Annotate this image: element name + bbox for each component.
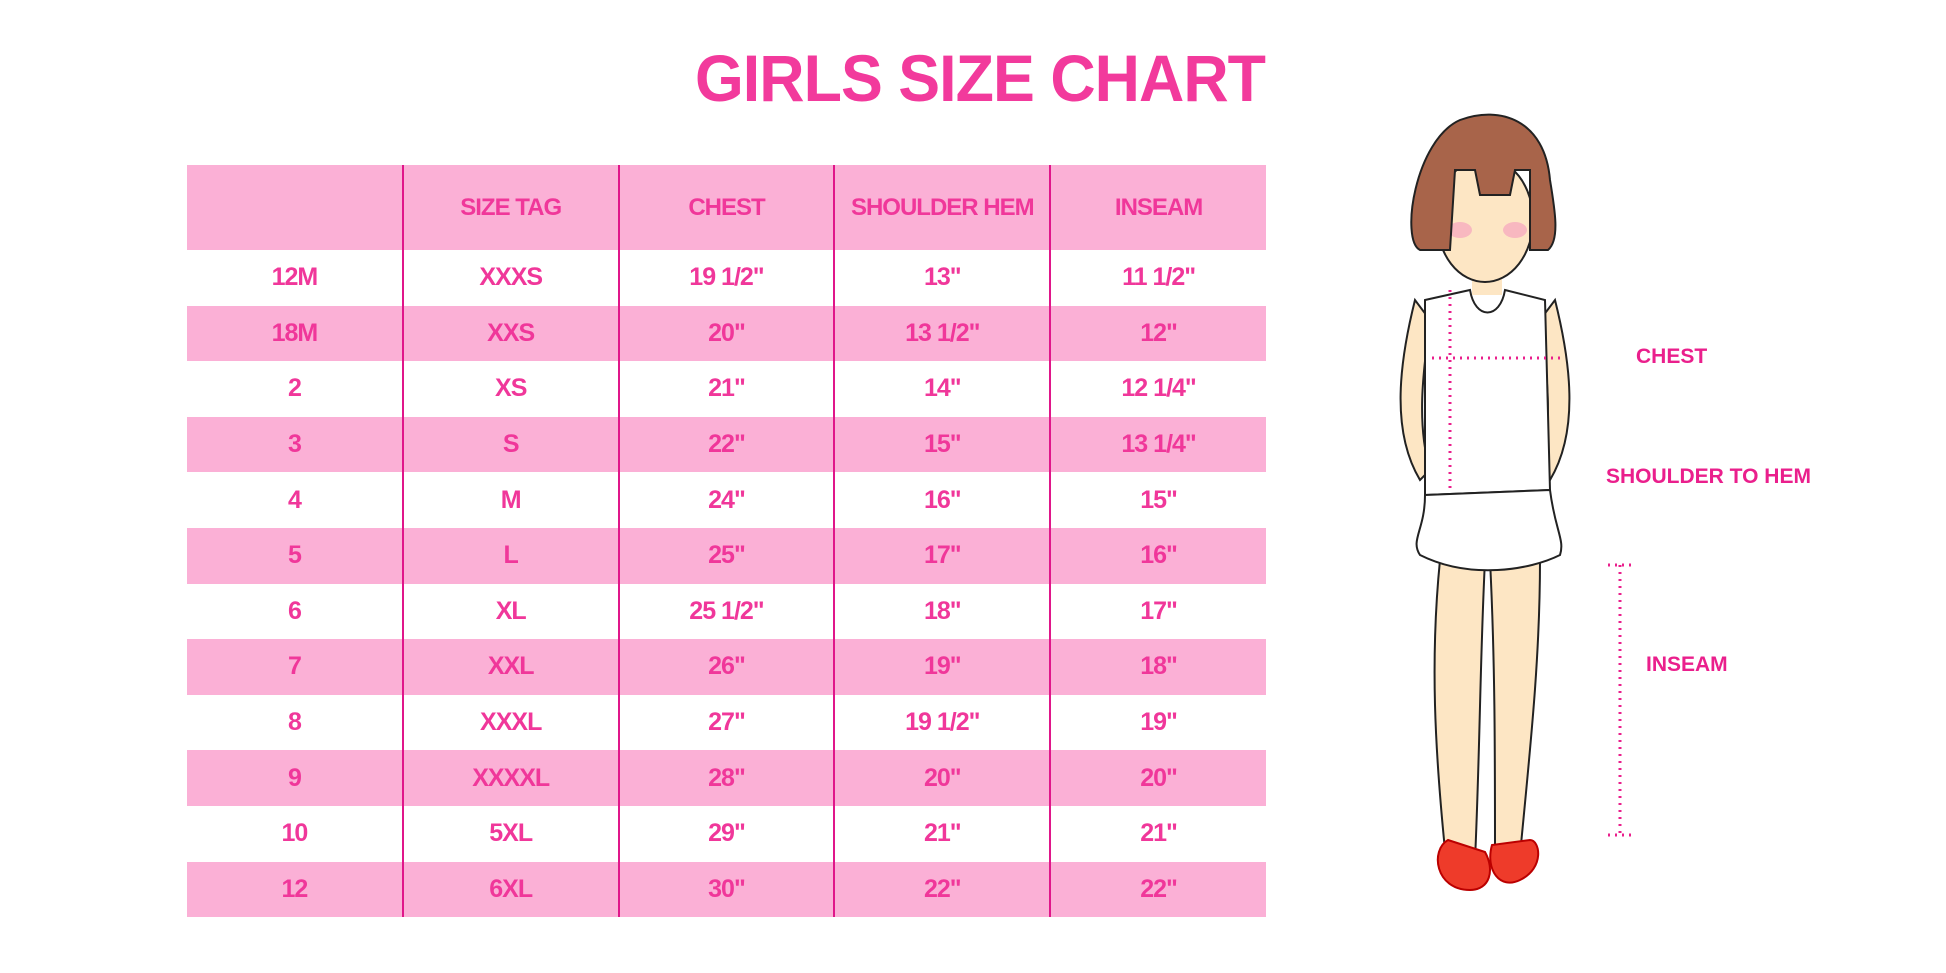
cell-inseam: 17" <box>1049 583 1266 640</box>
table-header-row: SIZE TAG CHEST SHOULDER HEM INSEAM <box>187 165 1266 250</box>
header-size <box>187 165 403 250</box>
cell-size-tag: XXS <box>401 305 619 362</box>
cell-size-tag: XXXS <box>401 250 619 306</box>
cell-size-tag: XXXXL <box>401 750 619 806</box>
table-row: 18M XXS 20" 13 1/2" 12" <box>187 305 1266 362</box>
table-row: 5 L 25" 17" 16" <box>187 527 1266 584</box>
table-row: 10 5XL 29" 21" 21" <box>187 805 1266 862</box>
cell-chest: 25 1/2" <box>617 583 835 640</box>
header-size-tag: SIZE TAG <box>401 165 619 250</box>
cell-chest: 20" <box>617 305 835 362</box>
cell-chest: 19 1/2" <box>617 250 835 306</box>
table-row: 4 M 24" 16" 15" <box>187 472 1266 528</box>
cell-inseam: 16" <box>1049 527 1266 584</box>
cell-inseam: 12" <box>1049 305 1266 362</box>
cell-inseam: 15" <box>1049 472 1266 528</box>
cell-chest: 30" <box>617 861 835 918</box>
table-row: 12M XXXS 19 1/2" 13" 11 1/2" <box>187 250 1266 306</box>
cell-size: 6 <box>287 596 302 625</box>
cell-shoulder-hem: 18" <box>833 583 1051 640</box>
cell-size: 2 <box>287 374 302 403</box>
table-row: 7 XXL 26" 19" 18" <box>187 639 1266 695</box>
cell-chest: 21" <box>617 361 835 417</box>
cell-shoulder-hem: 13 1/2" <box>833 305 1051 362</box>
cell-inseam: 22" <box>1049 861 1266 918</box>
size-chart-table: SIZE TAG CHEST SHOULDER HEM INSEAM 12M XX… <box>187 165 1266 918</box>
table-row: 9 XXXXL 28" 20" 20" <box>187 750 1266 806</box>
cell-size: 10 <box>281 819 308 848</box>
hair-icon <box>1410 113 1557 251</box>
page-title: GIRLS SIZE CHART <box>694 41 1266 115</box>
chest-label: CHEST <box>1636 345 1708 368</box>
table-row: 3 S 22" 15" 13 1/4" <box>187 416 1266 473</box>
table-row: 12 6XL 30" 22" 22" <box>187 861 1266 918</box>
cell-size-tag: XS <box>401 361 619 417</box>
cell-size: 8 <box>287 708 302 737</box>
cell-size-tag: 5XL <box>401 805 619 862</box>
cell-size: 9 <box>187 750 403 806</box>
cell-inseam: 12 1/4" <box>1049 361 1266 417</box>
girl-illustration <box>1399 113 1632 892</box>
shoulder-to-hem-label: SHOULDER TO HEM <box>1606 465 1811 488</box>
table-row: 2 XS 21" 14" 12 1/4" <box>187 361 1266 417</box>
cell-chest: 25" <box>617 527 835 584</box>
cell-size-tag: XXXL <box>401 694 619 751</box>
cell-shoulder-hem: 21" <box>833 805 1051 862</box>
cell-shoulder-hem: 17" <box>833 527 1051 584</box>
cell-shoulder-hem: 22" <box>833 861 1051 918</box>
cell-chest: 26" <box>617 639 835 695</box>
cell-chest: 22" <box>617 416 835 473</box>
cell-inseam: 20" <box>1049 750 1266 806</box>
cell-size: 12M <box>271 263 319 292</box>
cell-chest: 27" <box>617 694 835 751</box>
cell-size: 12 <box>187 861 403 918</box>
cell-chest: 24" <box>617 472 835 528</box>
cell-inseam: 11 1/2" <box>1049 250 1266 306</box>
cell-size: 18M <box>187 305 403 362</box>
cell-inseam: 21" <box>1049 805 1266 862</box>
cell-shoulder-hem: 14" <box>833 361 1051 417</box>
cell-shoulder-hem: 19 1/2" <box>833 694 1051 751</box>
shoe-icon <box>1436 838 1491 892</box>
table-row: 6 XL 25 1/2" 18" 17" <box>187 583 1266 640</box>
cell-size: 5 <box>187 527 403 584</box>
cell-shoulder-hem: 20" <box>833 750 1051 806</box>
cell-inseam: 18" <box>1049 639 1266 695</box>
cell-size: 4 <box>287 485 302 514</box>
cell-size-tag: S <box>401 416 619 473</box>
cell-inseam: 19" <box>1049 694 1266 751</box>
cell-shoulder-hem: 16" <box>833 472 1051 528</box>
inseam-label: INSEAM <box>1646 653 1728 676</box>
cell-size-tag: M <box>401 472 619 528</box>
header-inseam: INSEAM <box>1049 165 1266 250</box>
cell-size: 3 <box>187 416 403 473</box>
cell-size-tag: L <box>401 527 619 584</box>
cell-size-tag: 6XL <box>401 861 619 918</box>
cell-inseam: 13 1/4" <box>1049 416 1266 473</box>
header-shoulder-hem: SHOULDER HEM <box>833 165 1051 250</box>
cell-chest: 28" <box>617 750 835 806</box>
cell-shoulder-hem: 15" <box>833 416 1051 473</box>
cell-chest: 29" <box>617 805 835 862</box>
cell-size: 7 <box>187 639 403 695</box>
header-chest: CHEST <box>617 165 835 250</box>
table-row: 8 XXXL 27" 19 1/2" 19" <box>187 694 1266 751</box>
cell-shoulder-hem: 13" <box>833 250 1051 306</box>
cell-shoulder-hem: 19" <box>833 639 1051 695</box>
cell-size-tag: XXL <box>401 639 619 695</box>
cell-size-tag: XL <box>401 583 619 640</box>
